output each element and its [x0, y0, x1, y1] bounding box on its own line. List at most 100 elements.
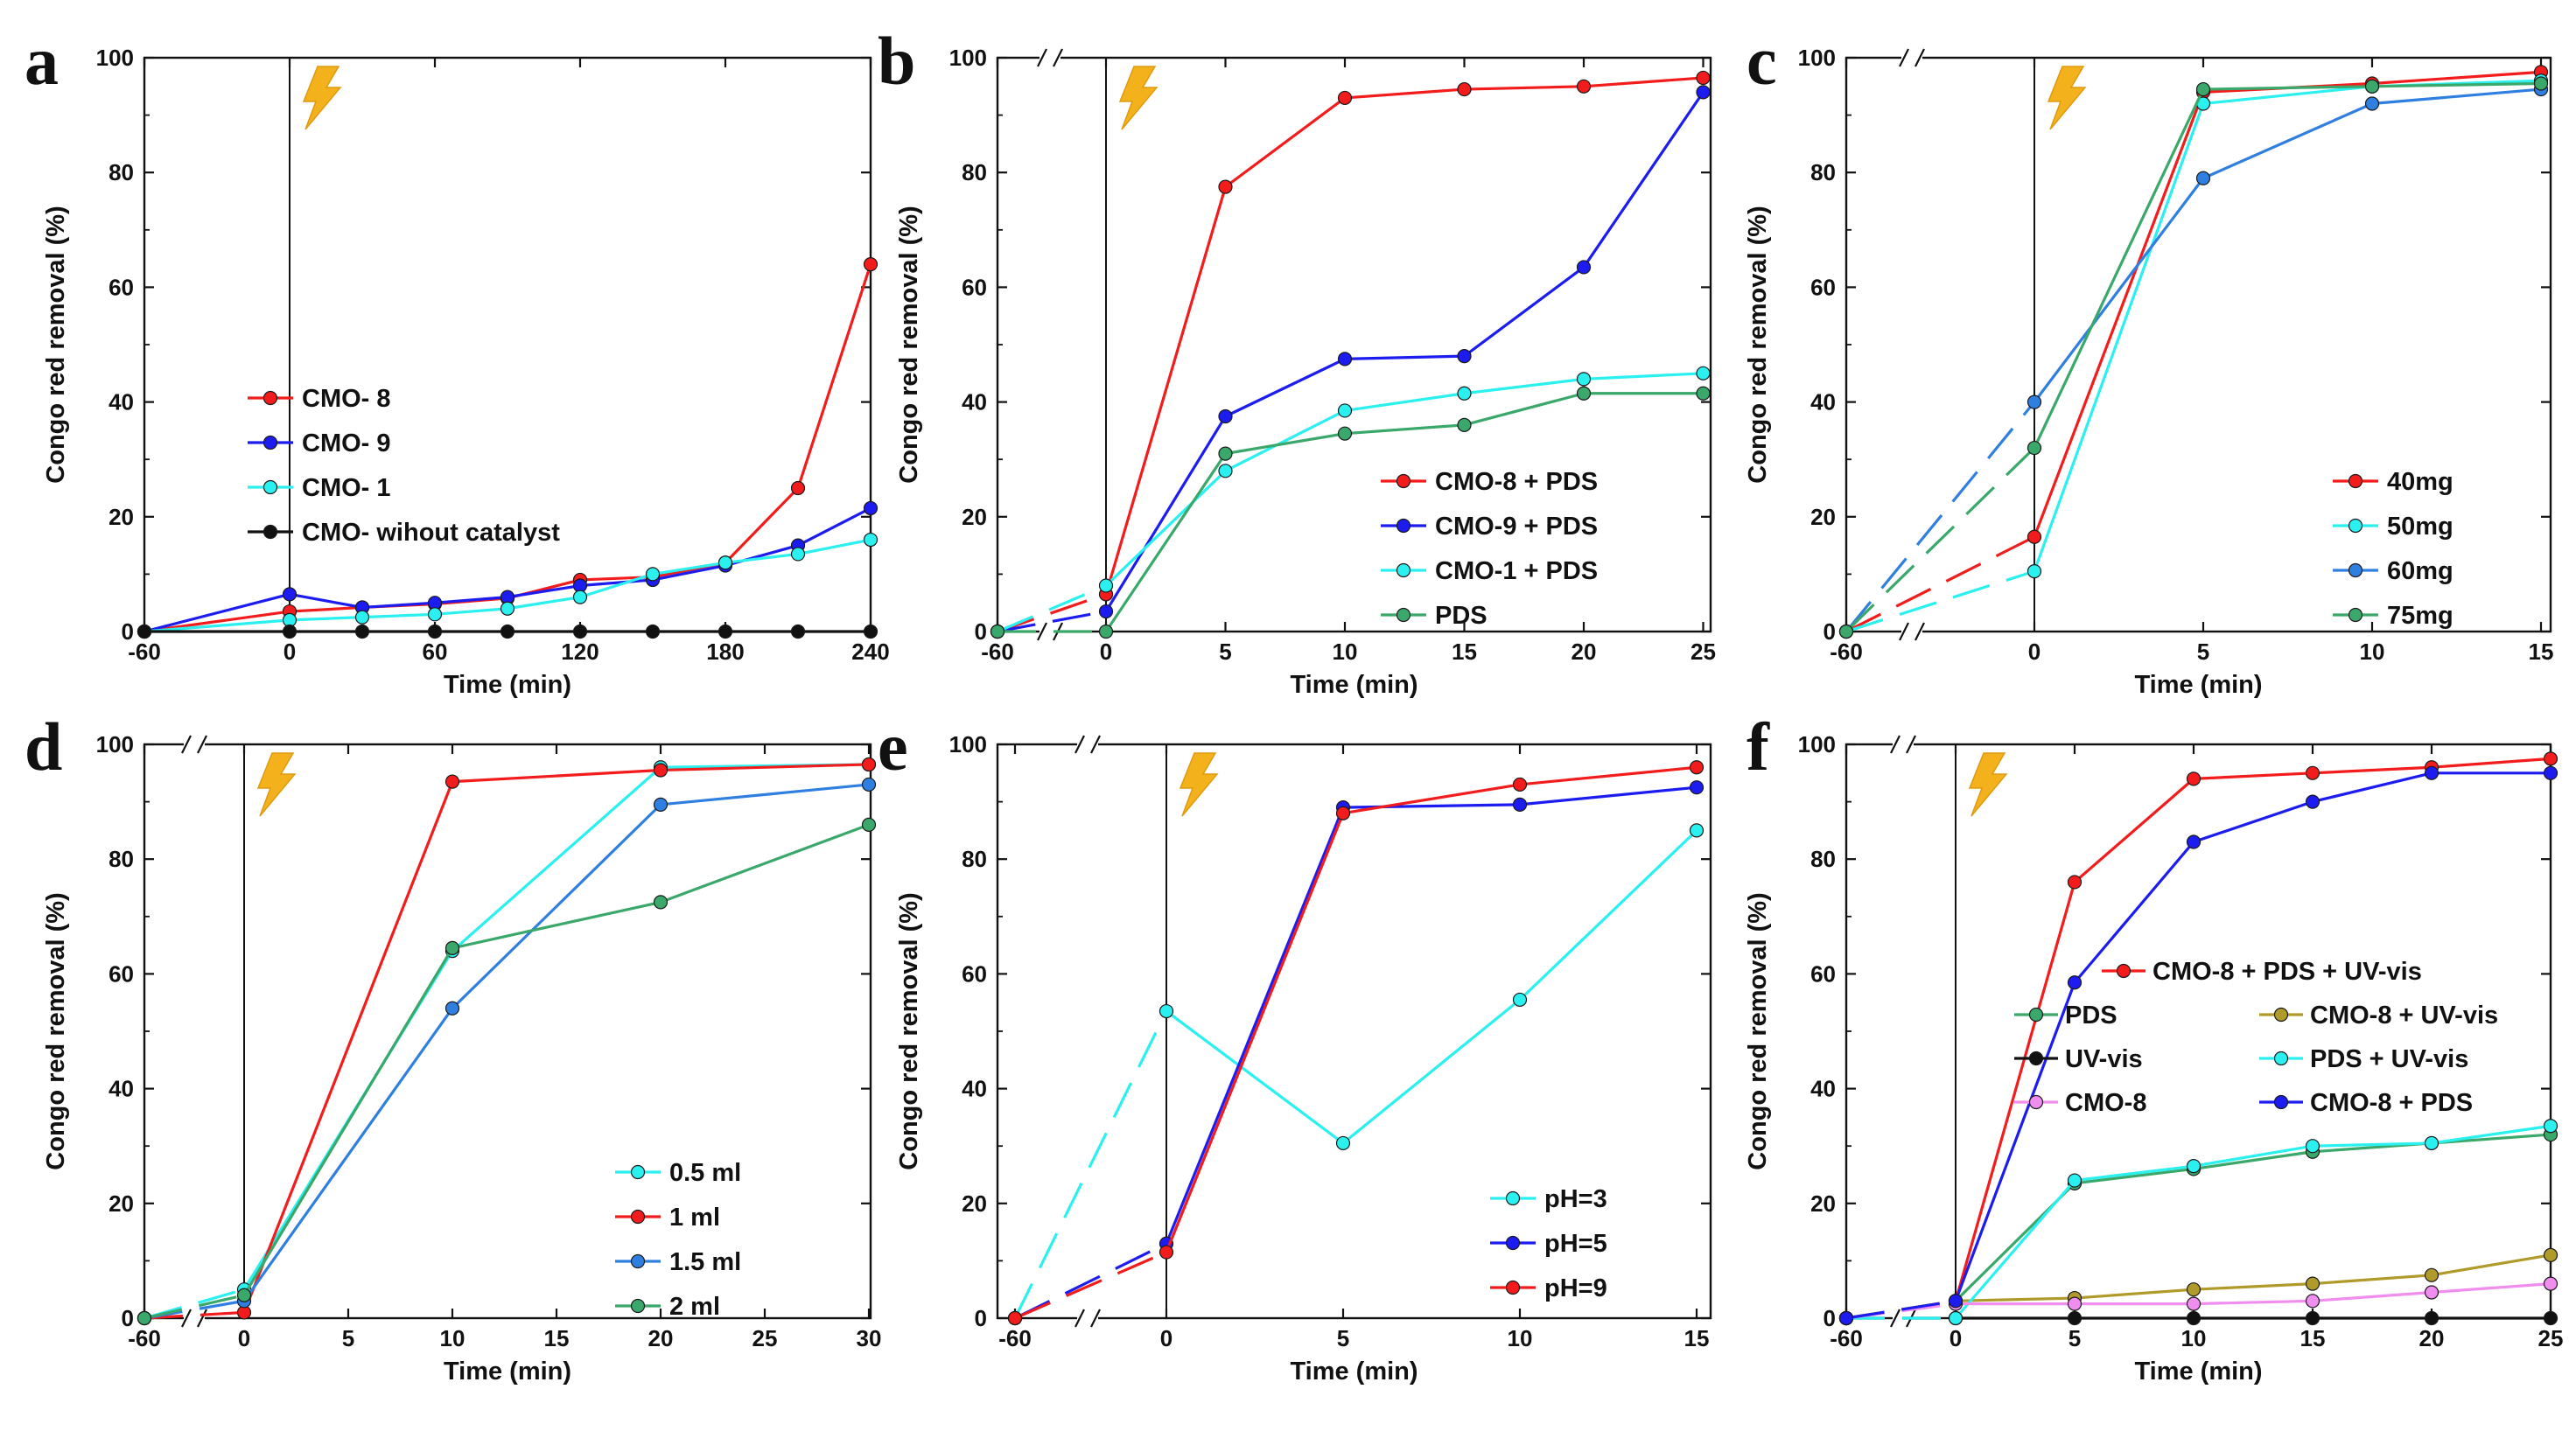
series-line [1954, 757, 2552, 1302]
legend-label: pH=9 [1544, 1274, 1607, 1302]
y-tick-label: 80 [108, 159, 134, 185]
data-point [2186, 834, 2202, 849]
legend-marker [2028, 1094, 2044, 1110]
data-point [1337, 403, 1353, 418]
x-axis-label: Time (min) [2134, 1358, 2262, 1386]
data-point [863, 500, 878, 516]
legend-marker [1505, 1190, 1521, 1206]
data-point [990, 624, 1005, 639]
series-cmo-8 [136, 257, 878, 639]
data-point [1838, 624, 1854, 639]
axis-break-mark [1890, 735, 1900, 754]
series-line [1954, 771, 2551, 1302]
legend-marker [262, 524, 278, 540]
lightning-bolt-icon [1118, 66, 1158, 130]
data-point [2364, 96, 2380, 111]
data-point [1337, 352, 1353, 366]
data-point [718, 555, 733, 570]
x-tick-label: 15 [544, 1325, 570, 1351]
panel-e: e 0 20 40 60 80 100 -60 0 5 10 15 Time (min) Congo re… [878, 709, 1712, 1386]
y-axis-label: Congo red removal (%) [895, 892, 923, 1169]
axis-break-gap [1901, 54, 1922, 61]
legend: CMO-8 + PDS + UV-vis PDS CMO-8 + UV-vis UV-… [2014, 958, 2498, 1117]
x-axis-label: Time (min) [444, 1358, 571, 1386]
legend-marker [630, 1164, 646, 1180]
axis-break-mark [1899, 622, 1909, 641]
series-line [144, 538, 872, 633]
plot-frame [1844, 56, 2552, 633]
x-tick-label: 5 [1337, 1325, 1349, 1351]
data-point [2195, 171, 2211, 185]
legend-label: CMO-9 + PDS [1435, 513, 1598, 541]
x-tick-label: 0 [1100, 639, 1112, 665]
legend-label: CMO- 1 [302, 474, 391, 502]
panel-letter: e [878, 709, 908, 785]
legend-marker [2348, 562, 2363, 578]
y-tick-label: 20 [962, 504, 987, 530]
data-point [354, 610, 370, 625]
data-point [1696, 85, 1711, 100]
data-point [427, 607, 443, 622]
series-line [1954, 1133, 2552, 1302]
axis-break-mark [1090, 1309, 1101, 1328]
data-point [1218, 464, 1233, 478]
data-point [2305, 1294, 2320, 1309]
data-point [2186, 1310, 2202, 1326]
data-point [718, 624, 733, 639]
x-axis-label: Time (min) [1290, 1358, 1418, 1386]
y-tick-label: 40 [962, 1076, 987, 1102]
series-ph-9 [1007, 760, 1704, 1326]
legend-marker [2348, 473, 2363, 489]
data-point [236, 1288, 252, 1302]
data-point [1689, 760, 1704, 775]
data-point [2305, 1276, 2320, 1291]
y-tick-label: 20 [962, 1190, 987, 1217]
x-tick-label: -60 [128, 1325, 161, 1351]
plot-frame [1844, 743, 2552, 1320]
series-line-dashed [1844, 401, 2036, 633]
data-point [1576, 372, 1592, 387]
x-tick-label: 25 [1690, 639, 1716, 665]
data-point [645, 567, 661, 582]
x-tick-label: -60 [128, 639, 161, 665]
legend-label: 2 ml [669, 1293, 720, 1321]
series-cmo-1 [136, 532, 878, 639]
axis-break-mark [181, 735, 192, 754]
data-point [572, 624, 588, 639]
data-point [2305, 794, 2320, 809]
axis-break-gap [1901, 628, 1922, 635]
data-point [2543, 751, 2558, 766]
plot-frame [996, 56, 1712, 633]
panel-letter: a [24, 23, 59, 99]
legend-label: 1.5 ml [669, 1248, 741, 1276]
data-point [2364, 79, 2380, 94]
panel-letter: c [1746, 23, 1777, 99]
legend-marker [2116, 963, 2132, 979]
data-point [2067, 1310, 2082, 1326]
data-point [863, 532, 878, 548]
data-point [2186, 1282, 2202, 1297]
y-tick-label: 0 [122, 1305, 134, 1331]
x-tick-label: 5 [2197, 639, 2209, 665]
data-point [1576, 79, 1592, 94]
series-line-dashed [1013, 1010, 1168, 1319]
series-pds-uv-vis [1838, 1119, 2558, 1326]
legend: CMO- 8 CMO- 9 CMO- 1 CMO- wihout catalyst [248, 385, 560, 547]
series-1-ml [136, 757, 877, 1326]
series-2-ml [136, 817, 877, 1326]
legend-label: 40mg [2387, 468, 2454, 496]
data-point [1512, 797, 1528, 812]
data-point [1337, 90, 1353, 106]
legend-marker [2348, 607, 2363, 623]
x-axis-label: Time (min) [1290, 671, 1418, 699]
data-point [790, 480, 806, 496]
legend-marker [1396, 518, 1411, 534]
data-point [1576, 260, 1592, 275]
x-tick-label: 20 [2419, 1325, 2445, 1351]
data-point [1457, 349, 1472, 364]
axis-break-gap [1040, 54, 1060, 61]
series-line-dashed [1845, 1299, 1956, 1320]
